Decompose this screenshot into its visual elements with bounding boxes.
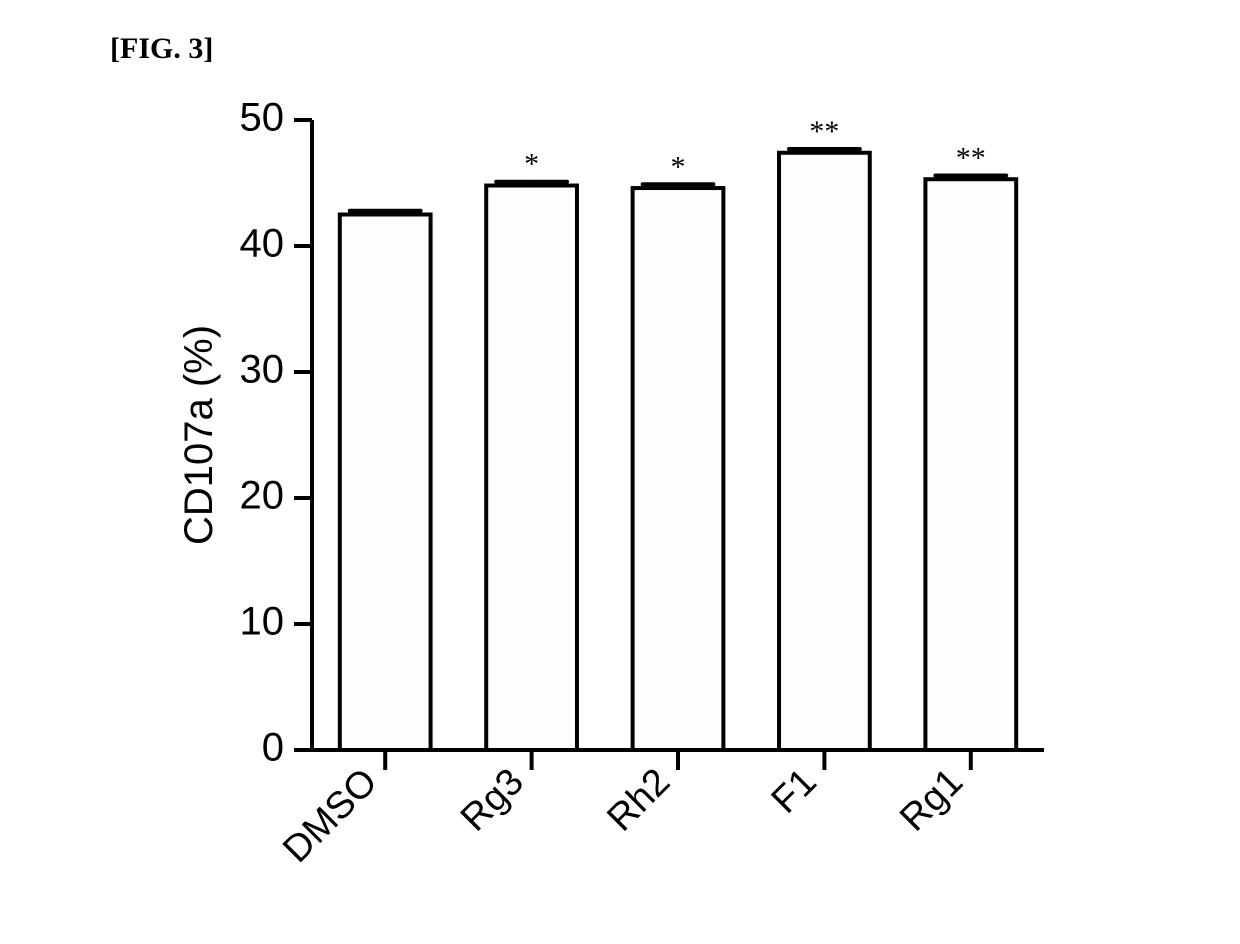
bar [779,153,870,750]
bar [486,186,577,750]
figure-caption: [FIG. 3] [110,32,213,66]
y-tick-label: 10 [240,600,285,644]
y-tick-label: 30 [240,348,285,392]
y-tick-label: 20 [240,474,285,518]
y-tick-label: 40 [240,222,285,266]
significance-marker: ** [956,141,986,174]
significance-marker: ** [809,115,839,148]
bar-chart: ******01020304050DMSORg3Rh2F1Rg1CD107a (… [174,90,1074,920]
bar [633,188,724,750]
y-tick-label: 0 [262,726,284,770]
bar [340,215,431,751]
significance-marker: * [671,150,686,183]
significance-marker: * [524,148,539,181]
y-tick-label: 50 [240,96,285,140]
bar [925,179,1016,750]
y-axis-title: CD107a (%) [177,325,221,545]
bar-chart-svg: ******01020304050DMSORg3Rh2F1Rg1CD107a (… [174,90,1074,920]
